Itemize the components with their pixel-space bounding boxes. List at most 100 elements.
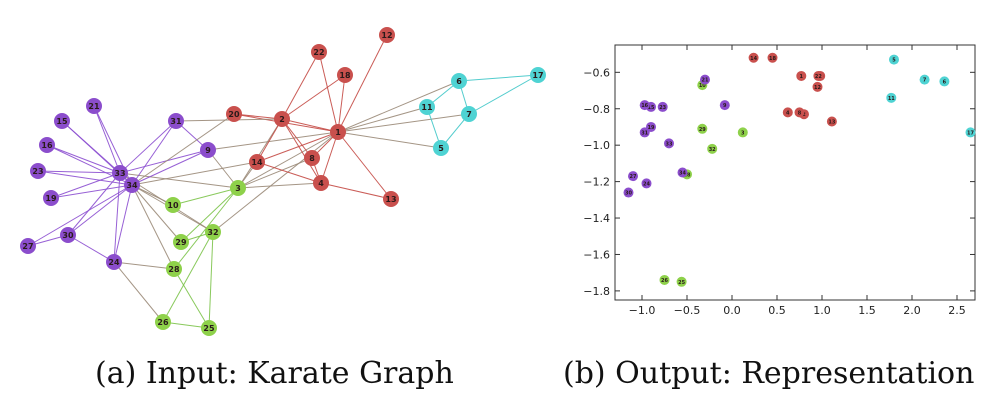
scatter-point-11: 11	[886, 92, 897, 103]
graph-node-circle-27	[20, 238, 36, 254]
graph-node-1: 1	[330, 124, 346, 140]
caption-input-karate-graph: (a) Input: Karate Graph	[95, 356, 454, 391]
graph-edge-3-29	[180, 187, 239, 243]
karate-graph-panel: 1 2 3 4 5 6 7 8 9 10 11 12 13 14 15 16 17 18 19 20 21 22 23 24 2…	[0, 0, 560, 350]
graph-node-circle-8	[304, 150, 320, 166]
graph-node-13: 13	[383, 191, 399, 207]
graph-node-label-32: 32	[207, 228, 218, 237]
graph-node-circle-30	[60, 227, 76, 243]
scatter-point-circle-23	[657, 101, 668, 112]
scatter-point-8: 8	[794, 107, 805, 118]
graph-node-17: 17	[530, 67, 546, 83]
scatter-point-4: 4	[782, 107, 793, 118]
graph-node-26: 26	[155, 314, 171, 330]
y-tick-label: −0.8	[583, 103, 610, 116]
graph-node-label-31: 31	[170, 117, 182, 126]
scatter-point-circle-30	[623, 187, 634, 198]
y-tick-label: −0.6	[583, 66, 610, 79]
scatter-point-label-18: 18	[769, 56, 776, 62]
graph-node-circle-24	[106, 254, 122, 270]
graph-node-33: 33	[112, 165, 128, 181]
scatter-point-3: 3	[737, 127, 748, 138]
graph-node-label-4: 4	[318, 179, 324, 188]
graph-node-18: 18	[337, 67, 353, 83]
scatter-point-17: 17	[965, 127, 976, 138]
graph-node-27: 27	[20, 238, 36, 254]
graph-edge-2-20	[233, 113, 283, 120]
graph-edge-24-30	[67, 234, 115, 263]
scatter-point-32: 32	[707, 143, 718, 154]
graph-node-circle-18	[337, 67, 353, 83]
scatter-point-circle-18	[767, 52, 778, 63]
scatter-point-circle-24	[641, 178, 652, 189]
graph-node-circle-9	[200, 142, 216, 158]
graph-edge-28-34	[131, 184, 175, 270]
graph-node-10: 10	[165, 197, 181, 213]
graph-node-circle-10	[165, 197, 181, 213]
graph-edge-2-14	[256, 118, 283, 163]
graph-node-label-7: 7	[466, 110, 472, 119]
graph-edge-1-5	[337, 131, 442, 149]
graph-node-16: 16	[39, 137, 55, 153]
graph-edge-1-32	[212, 131, 339, 233]
scatter-point-27: 27	[628, 171, 638, 182]
graph-edge-7-17	[468, 74, 539, 115]
scatter-points: 1234567891011121314151617181920212223242…	[623, 52, 976, 287]
scatter-point-circle-29	[697, 123, 708, 134]
scatter-point-circle-17	[965, 127, 976, 138]
graph-node-14: 14	[249, 154, 265, 170]
graph-node-28: 28	[166, 261, 182, 277]
scatter-point-circle-21	[700, 74, 710, 85]
scatter-point-7: 7	[919, 74, 930, 85]
graph-node-circle-5	[433, 140, 449, 156]
graph-node-29: 29	[173, 234, 189, 250]
scatter-point-13: 13	[826, 116, 837, 127]
scatter-point-label-6: 6	[943, 79, 947, 85]
graph-node-circle-23	[30, 163, 46, 179]
scatter-point-label-17: 17	[967, 130, 974, 136]
graph-edge-24-34	[113, 184, 133, 263]
scatter-point-29: 29	[697, 123, 708, 134]
scatter-point-circle-26	[659, 274, 670, 285]
scatter-point-circle-25	[676, 276, 687, 287]
scatter-point-24: 24	[641, 178, 652, 189]
y-tick-label: −1.8	[583, 285, 610, 298]
graph-node-circle-26	[155, 314, 171, 330]
graph-edge-3-4	[237, 182, 322, 189]
scatter-point-circle-9	[719, 100, 730, 111]
graph-edge-2-4	[281, 118, 322, 184]
graph-node-label-29: 29	[175, 238, 187, 247]
graph-node-circle-32	[205, 224, 221, 240]
graph-node-label-2: 2	[279, 115, 285, 124]
scatter-point-circle-11	[886, 92, 897, 103]
graph-node-31: 31	[168, 113, 184, 129]
representation-scatter: −1.0 −0.5 0.0 0.5 1.0 1.5 2.0 2.5 −0.6 −0.8 −1.0 −1…	[583, 44, 976, 317]
scatter-point-circle-4	[782, 107, 793, 118]
graph-node-circle-29	[173, 234, 189, 250]
scatter-point-label-9: 9	[723, 103, 727, 109]
x-tick-label: 1.5	[858, 304, 876, 317]
graph-node-label-6: 6	[456, 77, 462, 86]
scatter-point-label-33: 33	[666, 141, 673, 147]
x-tick-label: 2.0	[903, 304, 921, 317]
scatter-point-label-27: 27	[630, 174, 637, 180]
graph-edge-30-34	[67, 184, 133, 236]
graph-node-label-9: 9	[205, 146, 211, 155]
scatter-point-label-34: 34	[679, 171, 686, 177]
scatter-point-18: 18	[767, 52, 778, 63]
graph-node-label-18: 18	[339, 71, 351, 80]
graph-edge-2-22	[281, 51, 320, 120]
scatter-point-circle-27	[628, 171, 638, 182]
scatter-point-1: 1	[796, 70, 807, 81]
graph-node-circle-2	[274, 111, 290, 127]
scatter-point-label-19: 19	[648, 125, 655, 131]
graph-edge-9-34	[131, 149, 209, 186]
graph-edge-1-18	[337, 74, 346, 133]
scatter-point-label-13: 13	[828, 120, 835, 126]
graph-node-label-15: 15	[56, 117, 68, 126]
graph-node-circle-14	[249, 154, 265, 170]
graph-node-label-14: 14	[251, 158, 263, 167]
graph-node-2: 2	[274, 111, 290, 127]
scatter-point-circle-14	[748, 52, 759, 63]
graph-node-8: 8	[304, 150, 320, 166]
